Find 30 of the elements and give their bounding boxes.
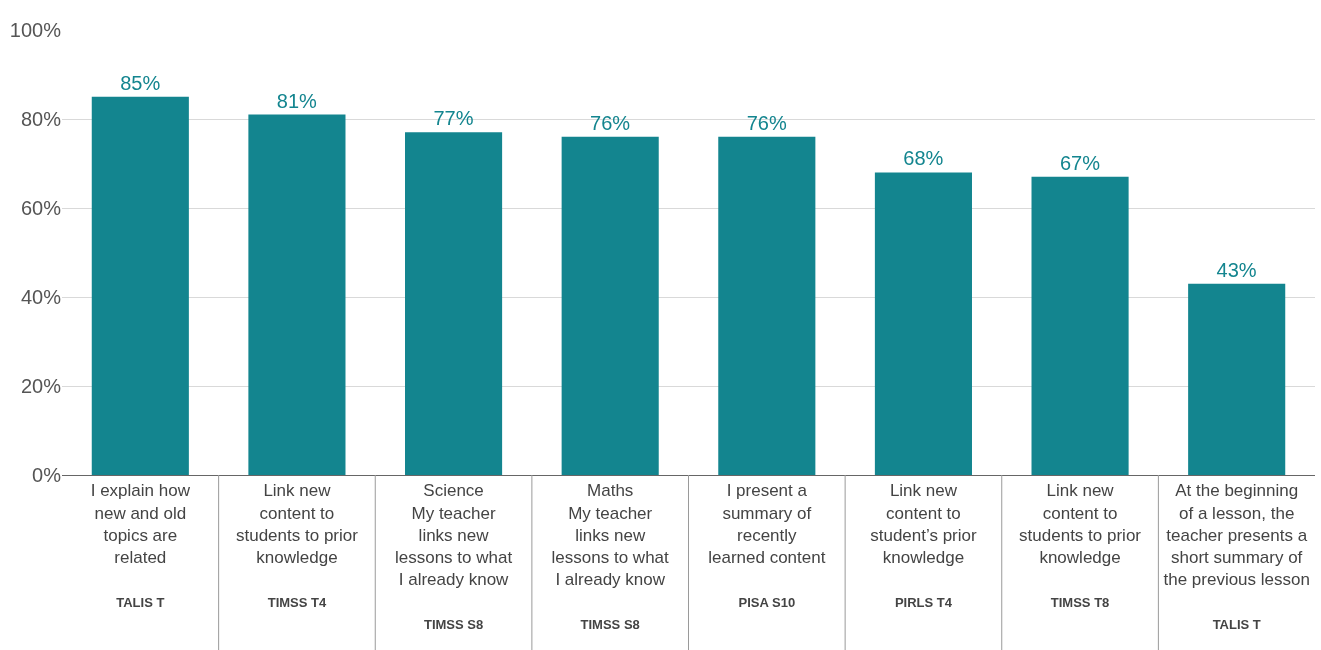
data-label: 43%: [1216, 258, 1257, 281]
y-tick-label: 60%: [20, 197, 62, 219]
data-label: 68%: [903, 147, 944, 170]
category-label: Science My teacher links new lessons to what I already know TIMSS S8: [394, 481, 513, 632]
category-label: Link new content to students to prior knowledge TIMSS T4: [235, 481, 358, 610]
y-tick-label: 20%: [20, 375, 62, 397]
category-label: I present a summary of recently learned content PISA S10: [708, 481, 826, 610]
bar: [561, 136, 659, 475]
data-label: 67%: [1059, 151, 1101, 174]
bar: [405, 132, 503, 475]
data-label: 77%: [433, 107, 474, 130]
y-tick-label: 80%: [20, 108, 62, 130]
bar: [1031, 176, 1129, 475]
bar: [91, 96, 189, 475]
data-label: 85%: [120, 71, 161, 94]
category-label: Maths My teacher links new lessons to what I already know TIMSS S8: [551, 481, 669, 632]
data-label: 76%: [590, 111, 631, 134]
category-label: Link new content to students to prior knowledge TIMSS T8: [1019, 481, 1142, 610]
data-label: 76%: [746, 111, 787, 134]
category-label: Link new content to student’s prior knowledge PIRLS T4: [870, 481, 977, 610]
y-tick-label: 100%: [9, 19, 62, 41]
data-label: 81%: [276, 89, 318, 112]
category-label: At the beginning of a lesson, the teacher presents a short summary of the previous lesson TALIS T: [1163, 481, 1310, 632]
category-label: I explain how new and old topics are related TALIS T: [90, 481, 190, 610]
y-tick-label: 0%: [32, 464, 62, 486]
y-tick-label: 40%: [20, 286, 62, 308]
bar: [874, 172, 972, 475]
bar: [1188, 283, 1286, 475]
bar: [248, 114, 346, 475]
bar: [718, 136, 816, 475]
